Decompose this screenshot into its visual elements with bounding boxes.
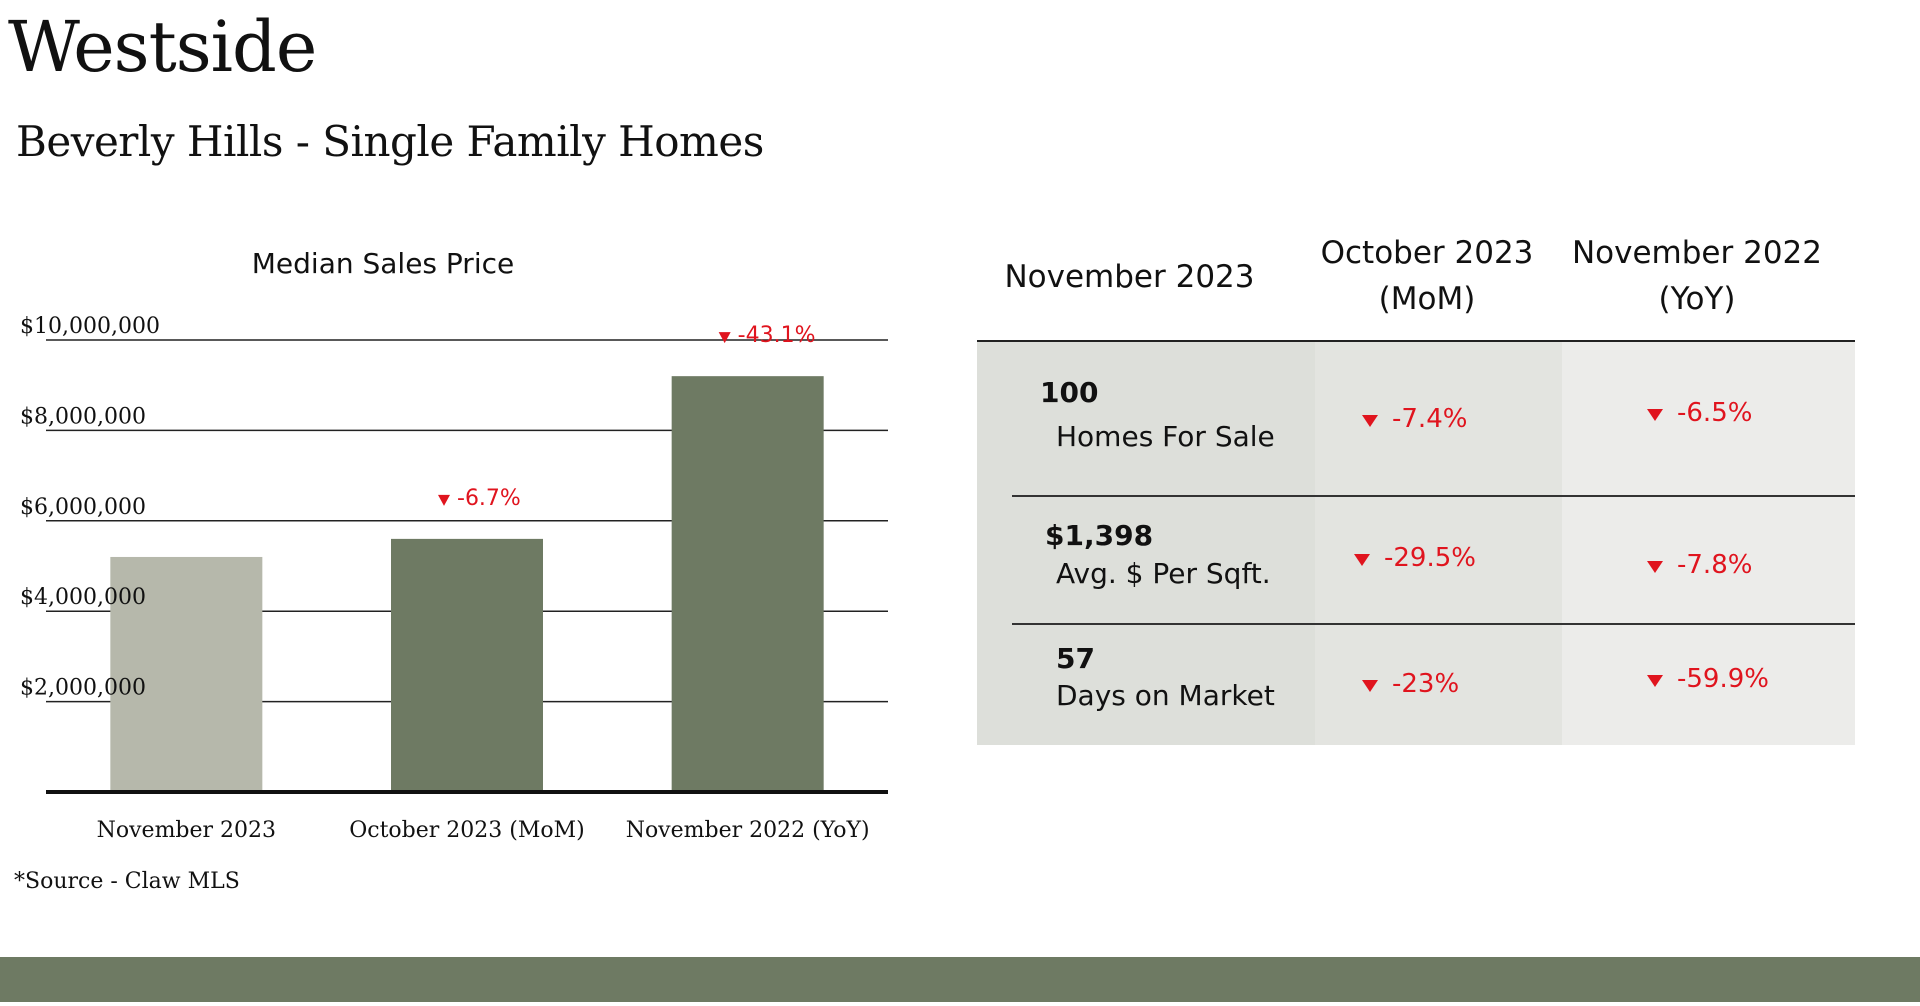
mom-column-bg — [1315, 342, 1562, 745]
change-value: -6.5% — [1677, 398, 1753, 428]
header-divider — [977, 340, 1855, 342]
header-mom-line1: October 2023 — [1320, 235, 1534, 271]
y-tick-label: $6,000,000 — [20, 495, 146, 520]
price-per-sqft-value: $1,398 — [1045, 519, 1154, 552]
bar — [671, 376, 824, 790]
header-yoy-period: November 2022 (YoY) — [1547, 230, 1847, 322]
y-tick-label: $8,000,000 — [20, 404, 146, 429]
stats-table: November 2023 October 2023 (MoM) Novembe… — [977, 230, 1855, 745]
down-arrow-icon — [718, 332, 731, 344]
page-subtitle: Beverly Hills - Single Family Homes — [16, 117, 764, 166]
header-current-period: November 2023 — [1004, 259, 1255, 295]
current-column-bg — [977, 342, 1315, 745]
y-tick-label: $2,000,000 — [20, 676, 146, 701]
change-value: -29.5% — [1384, 543, 1476, 573]
change-value: -7.4% — [1392, 404, 1468, 434]
down-arrow-icon — [1354, 554, 1370, 566]
y-tick-label: $10,000,000 — [20, 314, 160, 339]
header-yoy-line1: November 2022 — [1571, 235, 1822, 271]
days-on-market-yoy-change: -59.9% — [1647, 662, 1769, 696]
region-title: Westside — [8, 6, 317, 88]
down-arrow-icon — [1362, 415, 1378, 427]
down-arrow-icon — [1362, 680, 1378, 692]
bar — [110, 556, 263, 790]
chart-title: Median Sales Price — [252, 247, 514, 280]
days-on-market-value: 57 — [1056, 642, 1095, 675]
x-tick-label: October 2023 (MoM) — [349, 818, 585, 843]
price-per-sqft-yoy-change: -7.8% — [1647, 548, 1752, 582]
days-on-market-mom-change: -23% — [1362, 667, 1459, 701]
bottom-brand-band — [0, 957, 1920, 1002]
price-per-sqft-mom-change: -29.5% — [1354, 541, 1476, 575]
down-arrow-icon — [1647, 675, 1663, 687]
change-value: -59.9% — [1677, 664, 1769, 694]
bar — [391, 538, 543, 790]
header-yoy-line2: (YoY) — [1658, 281, 1736, 317]
change-value: -7.8% — [1677, 550, 1753, 580]
header-mom-line2: (MoM) — [1378, 281, 1476, 317]
down-arrow-icon — [438, 494, 450, 506]
yoy-column-bg — [1562, 342, 1855, 745]
down-arrow-icon — [1647, 561, 1663, 573]
homes-for-sale-mom-change: -7.4% — [1362, 402, 1467, 436]
days-on-market-label: Days on Market — [1056, 679, 1275, 712]
median-sales-price-chart: Median Sales Price $2,000,000 $4,000,000 $… — [20, 247, 888, 843]
down-arrow-icon — [1647, 409, 1663, 421]
x-tick-label: November 2022 (YoY) — [626, 818, 870, 843]
change-label: -43.1% — [738, 323, 816, 348]
source-note: *Source - Claw MLS — [14, 869, 240, 894]
change-value: -23% — [1392, 669, 1460, 699]
change-label: -6.7% — [457, 486, 521, 511]
x-tick-label: November 2023 — [97, 818, 276, 843]
homes-for-sale-yoy-change: -6.5% — [1647, 396, 1752, 430]
homes-for-sale-value: 100 — [1040, 376, 1099, 409]
row-divider — [1012, 623, 1855, 625]
y-tick-label: $4,000,000 — [20, 585, 146, 610]
header-mom-period: October 2023 (MoM) — [1307, 230, 1547, 322]
price-per-sqft-label: Avg. $ Per Sqft. — [1056, 557, 1271, 590]
homes-for-sale-label: Homes For Sale — [1056, 420, 1275, 453]
row-divider — [1012, 495, 1855, 497]
